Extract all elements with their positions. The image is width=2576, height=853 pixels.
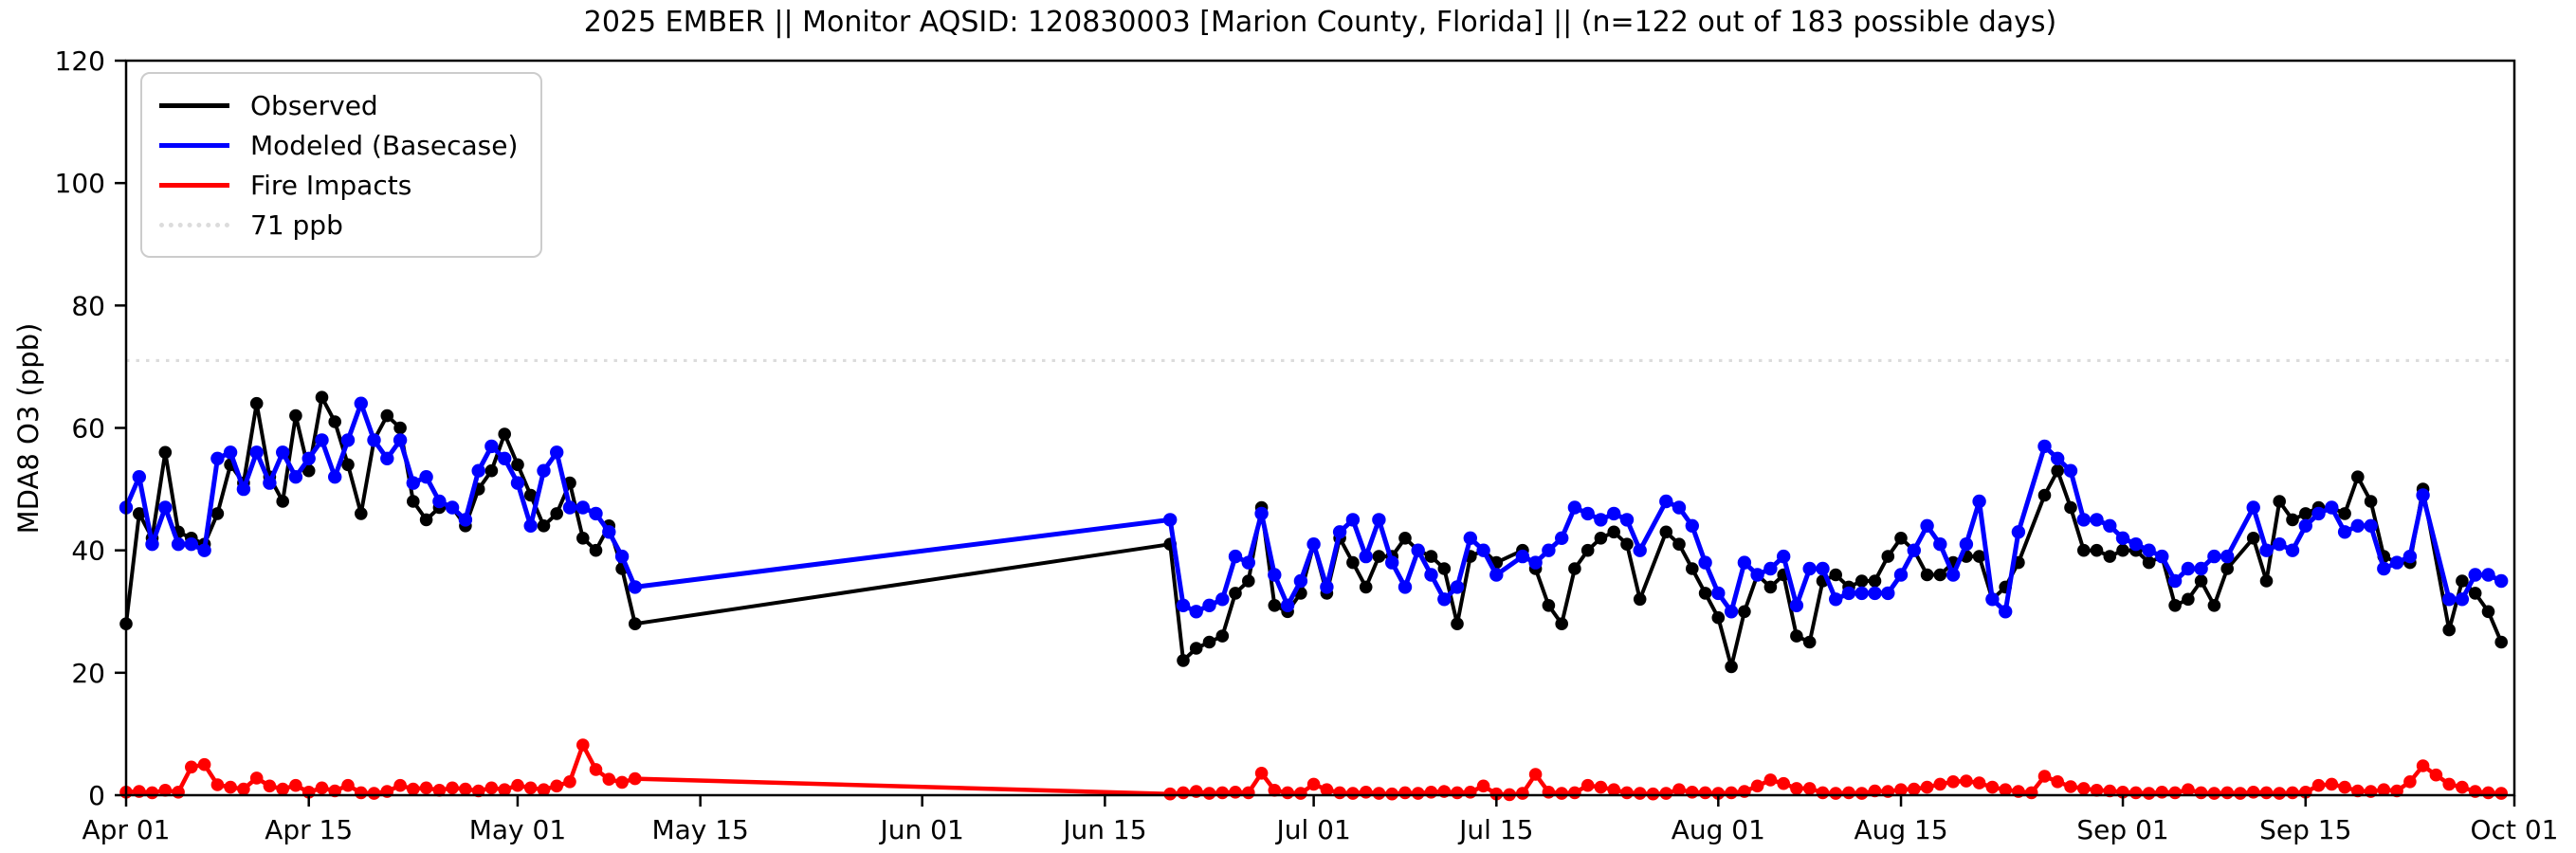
x-tick-label: Apr 15	[265, 814, 353, 845]
x-tick-label: Jun 01	[879, 814, 964, 845]
y-tick-label: 60	[71, 413, 105, 445]
legend-item-modeled: Modeled (Basecase)	[159, 125, 518, 165]
x-tick-label: Jul 15	[1457, 814, 1533, 845]
legend-item-fire: Fire Impacts	[159, 165, 518, 205]
y-tick-label: 80	[71, 290, 105, 321]
y-tick-label: 100	[55, 168, 105, 199]
observed-line-sample	[159, 102, 229, 108]
x-tick-label: Jul 01	[1274, 814, 1350, 845]
x-tick-label: Oct 01	[2471, 814, 2559, 845]
fire-line-sample	[159, 182, 229, 188]
x-tick-label: Aug 15	[1854, 814, 1947, 845]
legend-label-fire: Fire Impacts	[250, 169, 412, 201]
legend-label-modeled: Modeled (Basecase)	[250, 129, 519, 161]
observed-series	[119, 390, 2508, 674]
legend: Observed Modeled (Basecase) Fire Impacts…	[140, 72, 543, 258]
legend-item-observed: Observed	[159, 85, 518, 125]
x-tick-label: Aug 01	[1672, 814, 1765, 845]
x-tick-label: Sep 15	[2259, 814, 2351, 845]
x-tick-label: Apr 01	[82, 814, 171, 845]
fire-impacts-series	[119, 738, 2508, 802]
y-tick-label: 0	[88, 780, 105, 811]
x-tick-label: May 01	[469, 814, 566, 845]
y-tick-label: 120	[55, 45, 105, 77]
y-tick-label: 20	[71, 658, 105, 689]
x-tick-label: Jun 15	[1061, 814, 1146, 845]
legend-label-threshold: 71 ppb	[250, 209, 343, 241]
legend-label-observed: Observed	[250, 89, 378, 121]
modeled-series	[119, 396, 2509, 619]
x-tick-label: Sep 01	[2076, 814, 2168, 845]
chart-title: 2025 EMBER || Monitor AQSID: 120830003 […	[583, 6, 2057, 39]
x-tick-label: May 15	[651, 814, 748, 845]
x-axis: Apr 01 Apr 15 May 01 May 15 Jun 01 Jun 15 Jul …	[82, 795, 2559, 845]
modeled-line-sample	[159, 142, 229, 148]
threshold-line-sample	[159, 222, 229, 227]
y-tick-label: 40	[71, 535, 105, 567]
legend-item-threshold: 71 ppb	[159, 205, 518, 245]
y-axis: 0 20 40 60 80 100 120	[55, 45, 126, 811]
